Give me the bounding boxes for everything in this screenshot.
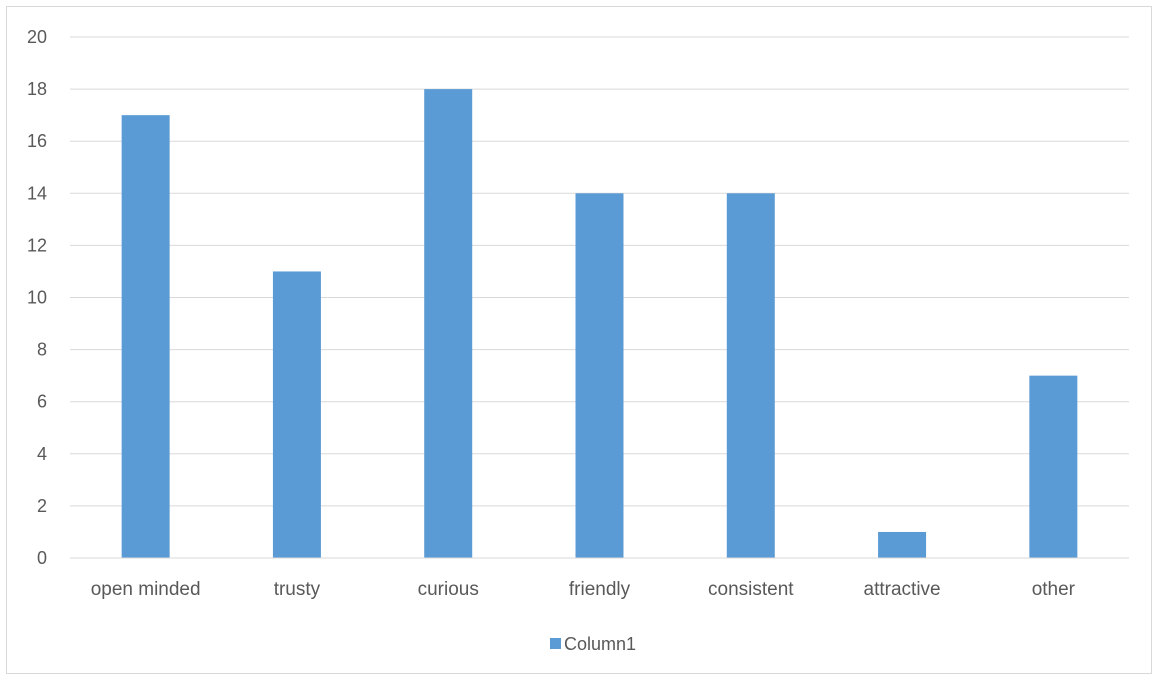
- bar-trusty: [273, 271, 321, 558]
- y-tick-label: 16: [27, 131, 47, 151]
- x-category-label: curious: [418, 579, 479, 600]
- bar-friendly: [576, 193, 624, 558]
- x-category-label: other: [1032, 579, 1076, 600]
- y-tick-label: 20: [27, 27, 47, 47]
- y-tick-label: 2: [37, 496, 47, 516]
- y-tick-label: 4: [37, 444, 47, 464]
- bar-attractive: [878, 532, 926, 558]
- bar-open-minded: [122, 115, 170, 558]
- bar-consistent: [727, 193, 775, 558]
- y-tick-label: 10: [27, 288, 47, 308]
- y-tick-label: 0: [37, 548, 47, 568]
- x-category-label: open minded: [91, 579, 201, 600]
- y-tick-label: 6: [37, 392, 47, 412]
- bar-chart: 0 2 4 6 8 10 12 14 16 18 20 open minded trusty curio…: [7, 7, 1153, 675]
- legend: Column1: [550, 634, 636, 654]
- bar-other: [1029, 376, 1077, 558]
- y-tick-label: 14: [27, 183, 47, 203]
- chart-frame: 0 2 4 6 8 10 12 14 16 18 20 open minded trusty curio…: [6, 6, 1152, 674]
- x-axis-category-labels: open minded trusty curious friendly consiste…: [91, 579, 1076, 600]
- legend-label: Column1: [564, 634, 636, 654]
- x-category-label: friendly: [569, 579, 631, 600]
- y-axis-tick-labels: 0 2 4 6 8 10 12 14 16 18 20: [27, 27, 47, 568]
- x-category-label: consistent: [708, 579, 794, 600]
- x-category-label: attractive: [864, 579, 941, 600]
- y-tick-label: 12: [27, 235, 47, 255]
- x-category-label: trusty: [274, 579, 321, 600]
- bars: [122, 89, 1078, 558]
- legend-swatch: [550, 638, 561, 649]
- bar-curious: [424, 89, 472, 558]
- y-tick-label: 18: [27, 79, 47, 99]
- y-tick-label: 8: [37, 340, 47, 360]
